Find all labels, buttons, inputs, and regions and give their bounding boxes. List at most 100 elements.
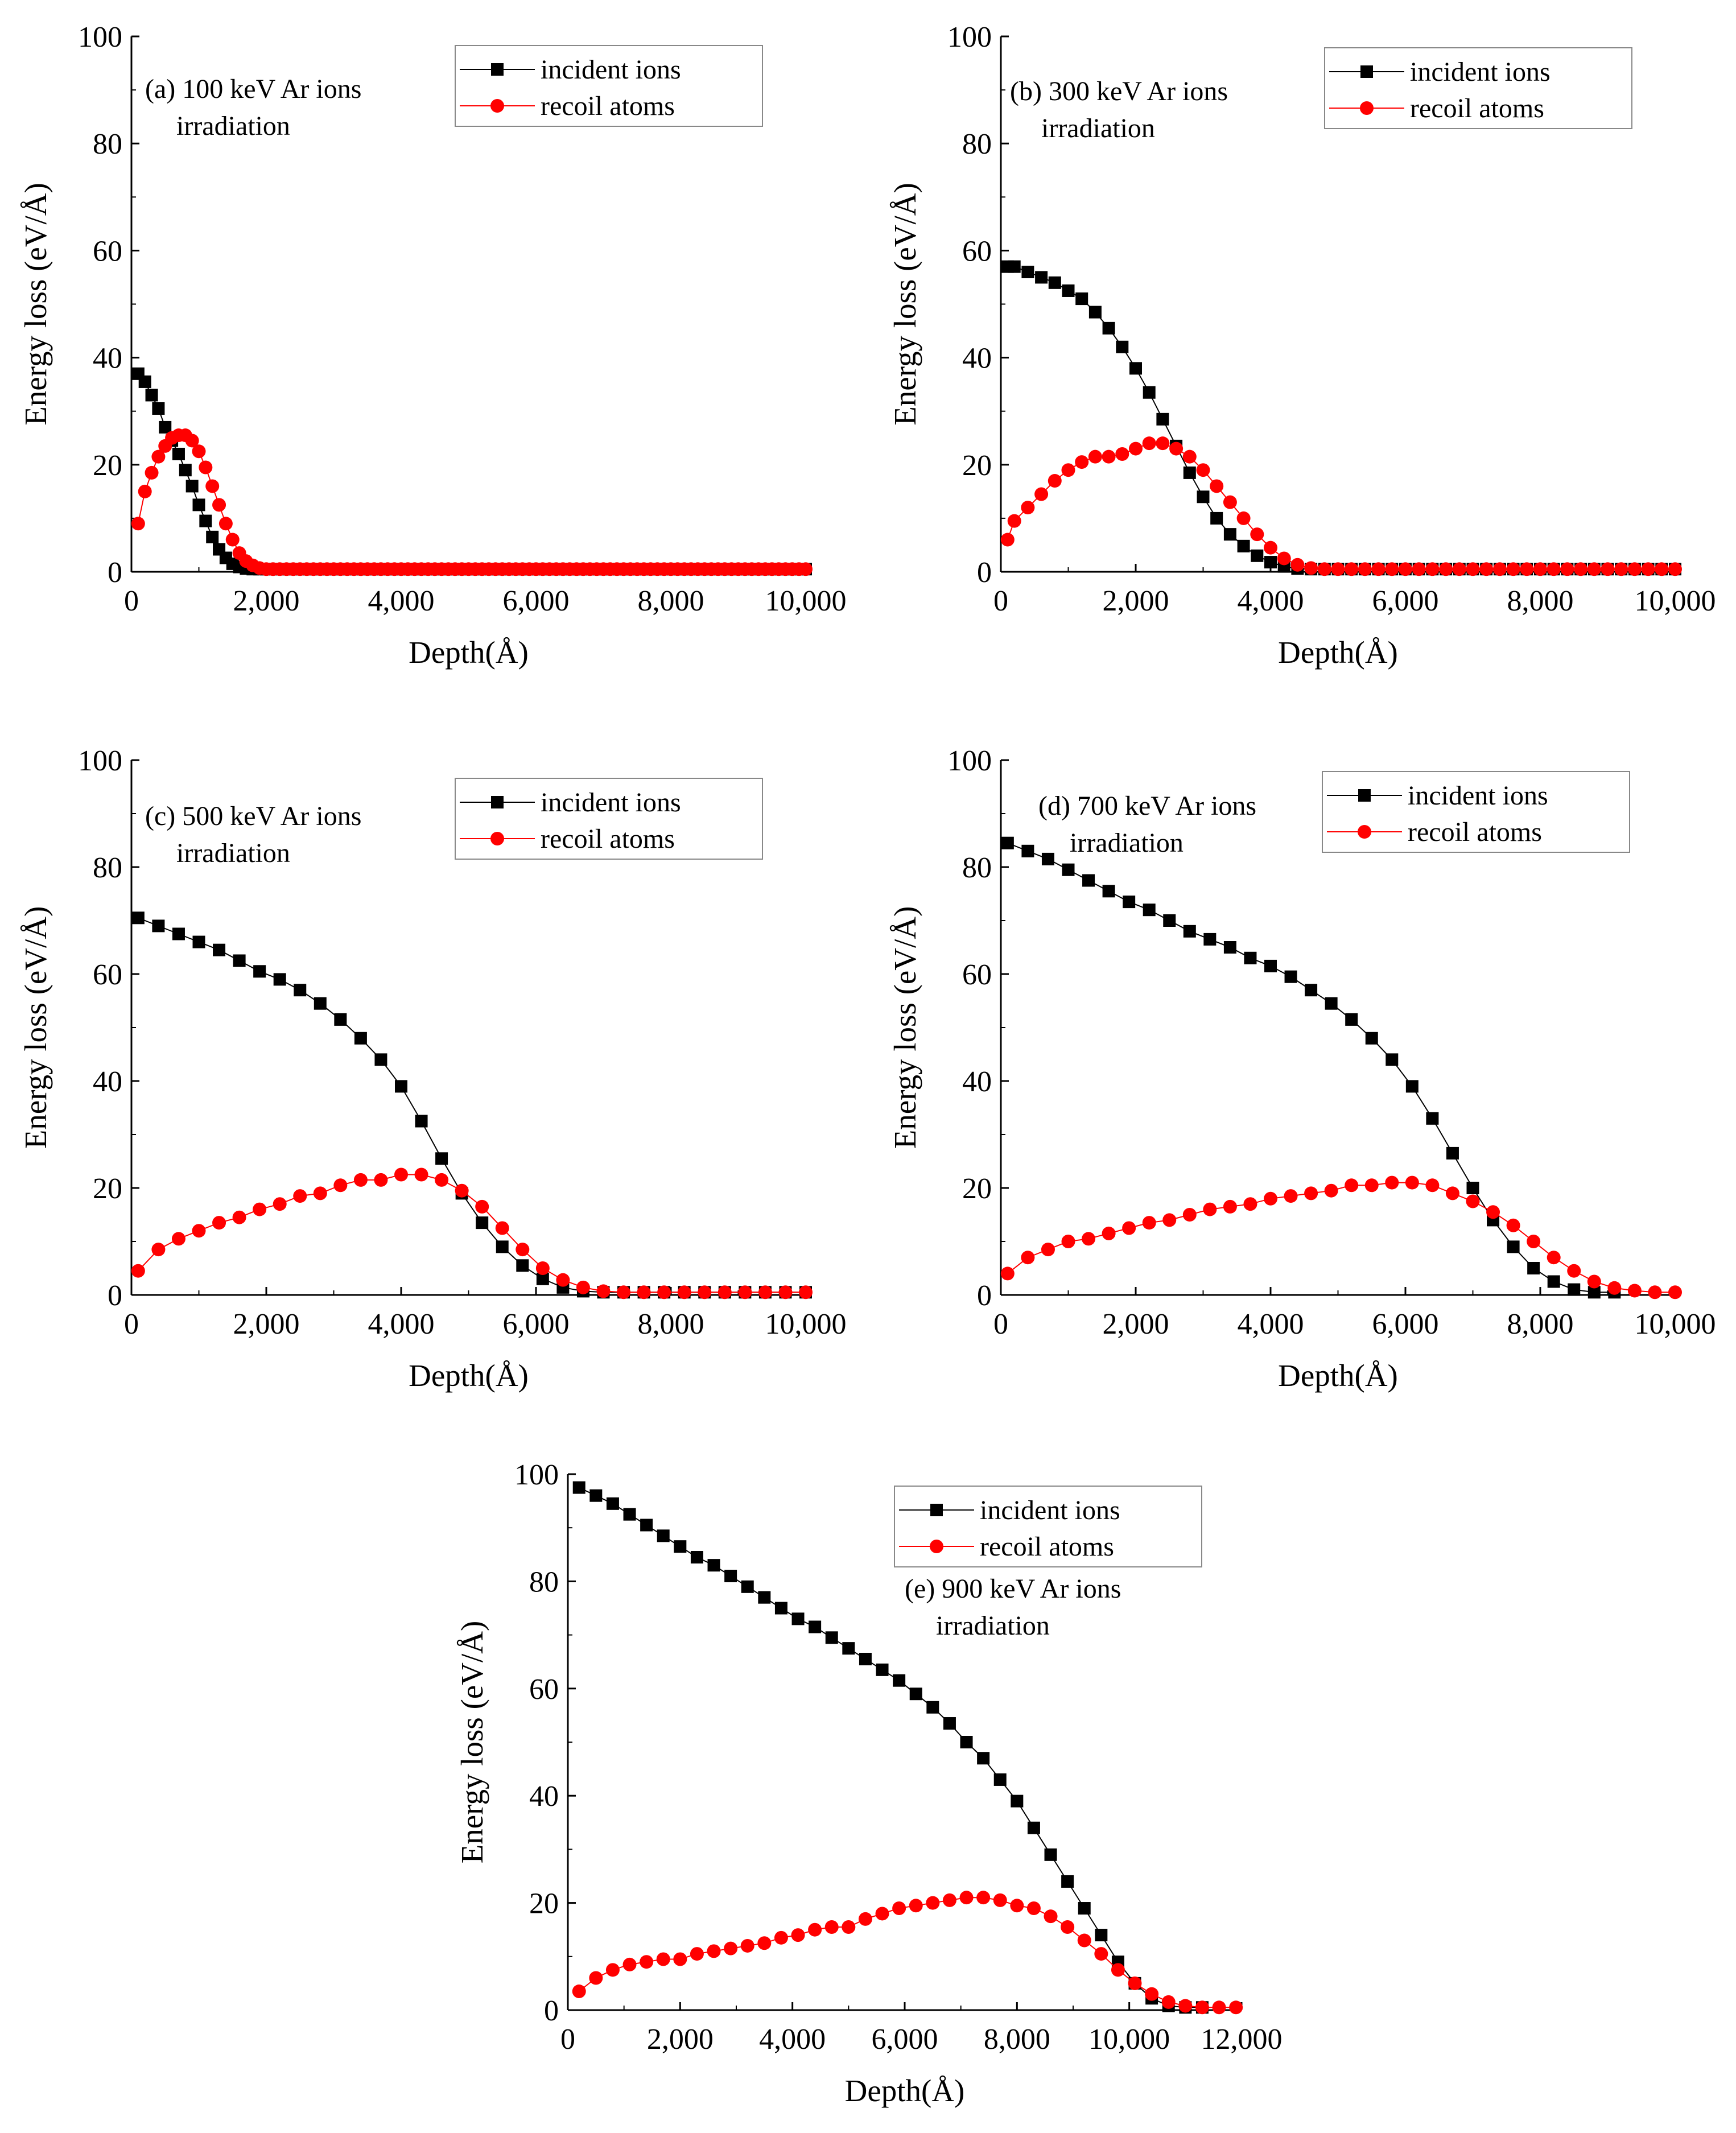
data-point-recoil-atoms [1587, 1274, 1601, 1289]
data-point-recoil-atoms [1641, 562, 1655, 576]
data-point-recoil-atoms [1223, 495, 1237, 509]
data-point-recoil-atoms [774, 1930, 788, 1945]
legend-label: incident ions [541, 55, 681, 85]
series-line-recoil-atoms [1007, 1182, 1675, 1293]
data-point-incident-ions [294, 984, 307, 997]
legend-box [1324, 47, 1632, 129]
data-point-recoil-atoms [131, 1264, 145, 1278]
data-point-recoil-atoms [1007, 514, 1021, 528]
data-point-incident-ions [572, 1481, 585, 1494]
data-point-incident-ions [1061, 1875, 1074, 1888]
data-point-recoil-atoms [1229, 2000, 1243, 2015]
panel-label-line2: irradiation [1041, 113, 1155, 143]
x-tick-label: 6,000 [872, 2023, 938, 2056]
legend-label: recoil atoms [541, 91, 675, 121]
y-tick-label: 60 [962, 959, 992, 991]
legend: incident ions recoil atoms [455, 45, 763, 127]
data-point-incident-ions [536, 1272, 549, 1285]
data-point-incident-ions [1527, 1262, 1540, 1274]
data-point-incident-ions [1305, 984, 1318, 997]
data-point-recoil-atoms [758, 1285, 772, 1299]
data-point-recoil-atoms [1264, 1191, 1277, 1206]
data-point-incident-ions [1048, 276, 1061, 289]
data-point-incident-ions [1426, 1112, 1439, 1125]
legend-label: incident ions [1410, 57, 1551, 87]
data-point-incident-ions [657, 1529, 670, 1542]
data-point-recoil-atoms [394, 1167, 408, 1182]
y-tick-label: 20 [962, 1173, 992, 1205]
data-point-incident-ions [893, 1674, 906, 1687]
data-point-recoil-atoms [1627, 1284, 1642, 1298]
data-point-incident-ions [1082, 874, 1095, 887]
data-point-recoil-atoms [637, 1285, 651, 1299]
data-point-recoil-atoms [1021, 501, 1035, 515]
x-tick-label: 4,000 [1238, 1308, 1304, 1340]
y-tick-label: 20 [529, 1888, 559, 1920]
data-point-incident-ions [690, 1551, 703, 1564]
x-tick-label: 0 [124, 585, 139, 617]
data-point-incident-ions [623, 1508, 636, 1521]
data-point-incident-ions [1008, 260, 1021, 273]
x-tick-label: 8,000 [638, 585, 704, 617]
x-axis-title: Depth(Å) [409, 635, 529, 670]
data-point-incident-ions [1244, 951, 1257, 964]
data-point-recoil-atoms [976, 1891, 991, 1905]
data-point-incident-ions [640, 1519, 653, 1532]
data-point-recoil-atoms [218, 517, 233, 531]
data-point-recoil-atoms [171, 1232, 185, 1246]
data-point-recoil-atoms [1567, 1264, 1581, 1278]
data-point-recoil-atoms [205, 479, 220, 493]
data-point-recoil-atoms [1533, 562, 1547, 576]
data-point-incident-ions [1075, 292, 1088, 306]
data-point-recoil-atoms [799, 562, 813, 576]
data-point-incident-ions [314, 997, 327, 1010]
data-point-recoil-atoms [1000, 1266, 1015, 1281]
y-axis-title: Energy loss (eV/Å) [455, 1621, 489, 1864]
y-tick-label: 20 [93, 1173, 122, 1205]
data-point-recoil-atoms [1182, 1208, 1197, 1222]
data-point-recoil-atoms [1425, 1178, 1440, 1193]
data-point-recoil-atoms [1102, 449, 1116, 464]
data-point-recoil-atoms [909, 1899, 923, 1913]
data-point-incident-ions [943, 1717, 956, 1730]
data-point-recoil-atoms [212, 498, 226, 512]
x-tick-label: 12,000 [1201, 2023, 1283, 2056]
data-point-recoil-atoms [1655, 562, 1669, 576]
y-axis-title: Energy loss (eV/Å) [888, 906, 922, 1149]
y-tick-label: 20 [93, 449, 122, 482]
data-point-recoil-atoms [824, 1920, 839, 1934]
legend-box [894, 1486, 1202, 1567]
data-point-recoil-atoms [333, 1178, 348, 1193]
data-point-recoil-atoms [738, 1285, 752, 1299]
data-point-incident-ions [253, 965, 266, 978]
data-point-recoil-atoms [1034, 487, 1049, 501]
data-point-recoil-atoms [656, 1952, 670, 1966]
y-tick-label: 100 [947, 745, 992, 777]
y-tick-label: 0 [108, 556, 122, 589]
data-point-recoil-atoms [1129, 442, 1143, 456]
data-point-incident-ions [1237, 539, 1250, 552]
data-point-recoil-atoms [1479, 562, 1494, 576]
data-point-recoil-atoms [1466, 562, 1480, 576]
panel-label: (a) 100 keV Ar ions [145, 74, 361, 104]
data-point-incident-ions [1088, 306, 1102, 319]
chart-panel-a: 0 2,000 4,000 6,000 8,000 10,000 0 20 40 60 80 100 D… [18, 21, 847, 670]
data-point-recoil-atoms [572, 1985, 586, 1999]
data-point-recoil-atoms [1169, 442, 1184, 456]
data-point-incident-ions [1264, 959, 1277, 972]
data-point-incident-ions [960, 1736, 973, 1748]
panel-label: (e) 900 keV Ar ions [905, 1574, 1121, 1604]
data-point-incident-ions [1507, 1240, 1520, 1253]
y-tick-label: 80 [962, 852, 992, 884]
data-point-incident-ions [707, 1559, 720, 1572]
legend-box [1322, 771, 1630, 853]
data-point-recoil-atoms [1088, 449, 1102, 464]
data-point-recoil-atoms [1115, 447, 1129, 461]
data-point-incident-ions [1129, 362, 1142, 375]
data-point-incident-ions [724, 1569, 737, 1582]
data-point-recoil-atoms [1041, 1243, 1055, 1257]
data-point-recoil-atoms [192, 1224, 206, 1238]
data-point-recoil-atoms [1601, 562, 1615, 576]
data-point-incident-ions [1325, 997, 1338, 1010]
